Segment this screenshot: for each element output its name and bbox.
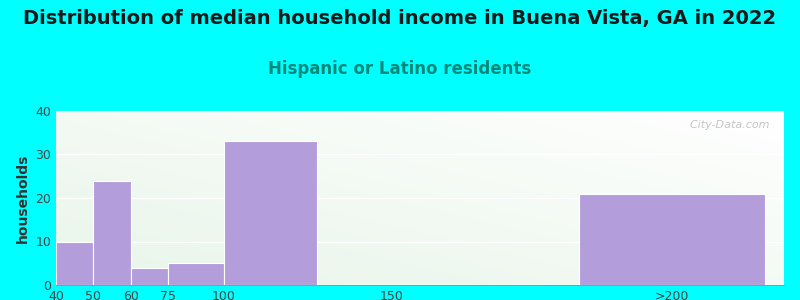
Bar xyxy=(94,181,130,285)
Bar xyxy=(224,141,318,285)
Bar xyxy=(578,194,766,285)
Bar xyxy=(56,242,94,285)
Bar xyxy=(168,263,224,285)
Bar xyxy=(130,268,168,285)
Text: Distribution of median household income in Buena Vista, GA in 2022: Distribution of median household income … xyxy=(23,9,777,28)
Text: Hispanic or Latino residents: Hispanic or Latino residents xyxy=(268,60,532,78)
Y-axis label: households: households xyxy=(16,153,30,243)
Text: City-Data.com: City-Data.com xyxy=(683,120,770,130)
